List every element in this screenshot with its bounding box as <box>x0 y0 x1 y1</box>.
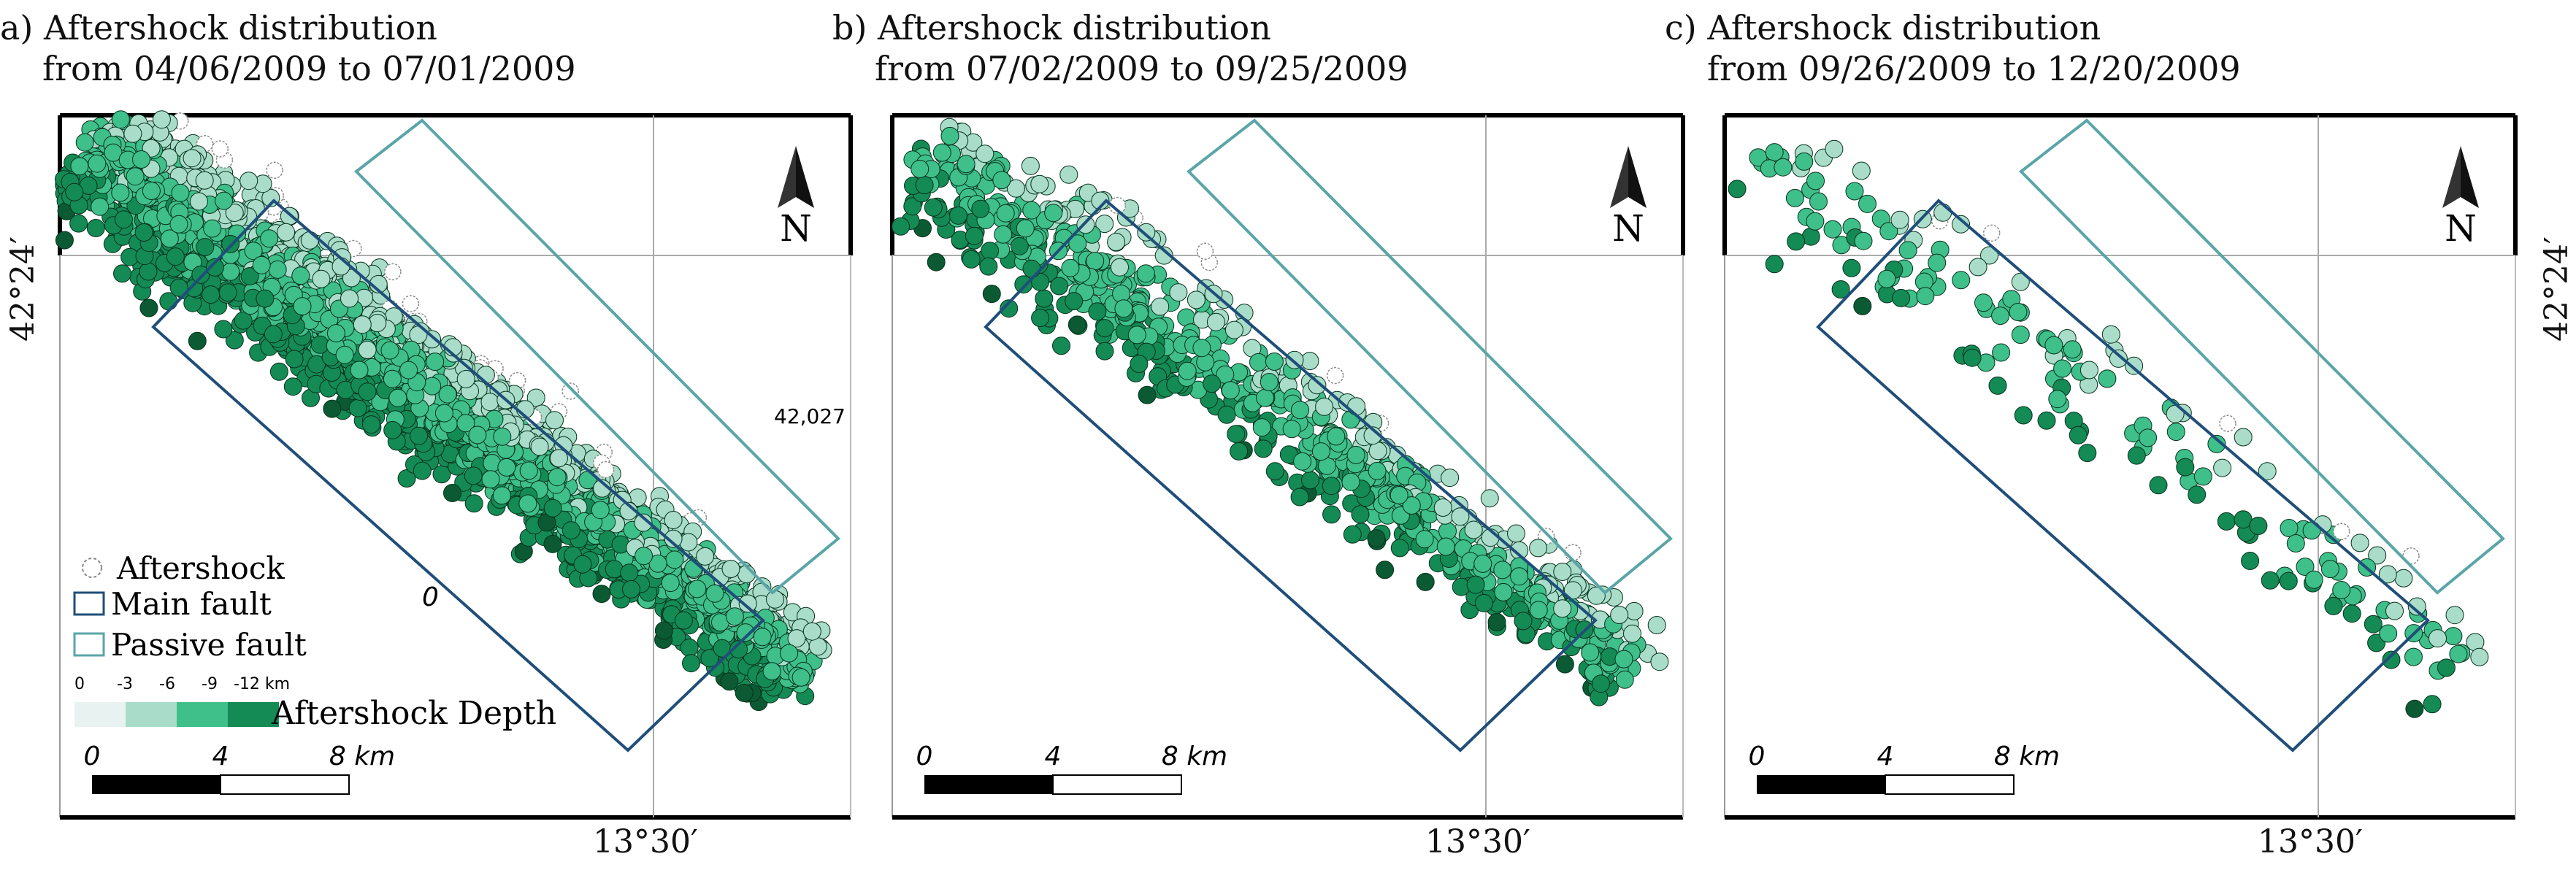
title-line-1: b) Aftershock distribution <box>832 8 1271 47</box>
depth-tick-3: -3 <box>117 675 133 693</box>
aftershock-legend-icon <box>82 558 102 578</box>
passive-fault-outline <box>353 118 840 595</box>
passive-fault-legend-icon <box>73 632 105 657</box>
latitude-label: 42°24′ <box>4 236 42 342</box>
scale-tick-4: 4 <box>1877 742 1894 771</box>
main-fault-legend-icon <box>73 591 105 616</box>
passive-fault-outline <box>2018 118 2505 595</box>
aftershock-points-c <box>1728 139 2489 718</box>
depth-swatch-3 <box>126 702 177 727</box>
depth-tick-6: -6 <box>159 675 175 693</box>
north-label: N <box>780 207 812 250</box>
depth-swatch-6 <box>177 702 228 727</box>
scale-bar: 0 4 8 km <box>1749 742 2060 795</box>
longitude-label: 13°30′ <box>2258 823 2363 860</box>
legend-main-fault: Main fault <box>111 586 272 622</box>
scale-tick-8: 8 km <box>1162 742 1227 771</box>
scale-tick-8: 8 km <box>1994 742 2060 771</box>
point-label: 42,027 <box>774 404 846 428</box>
map-panel-b: N 0 4 8 km b) Aftershock distribution fr… <box>832 0 1685 878</box>
aftershock-points-a <box>55 110 832 712</box>
aftershock-points-b <box>892 118 1669 706</box>
north-arrow-icon: N <box>1610 146 1647 250</box>
map-panel-a: N 0 4 8 km 42,027 0 Aftershock Main faul… <box>0 0 853 878</box>
legend: Aftershock Main fault Passive fault 0 -3… <box>73 550 556 732</box>
depth-tick-0: 0 <box>74 675 85 693</box>
longitude-label: 13°30′ <box>593 823 698 860</box>
scale-tick-4: 4 <box>1045 742 1062 771</box>
title-line-2: from 07/02/2009 to 09/25/2009 <box>875 49 1408 88</box>
panel-title-c: c) Aftershock distribution from 09/26/20… <box>1665 7 2241 89</box>
title-line-2: from 04/06/2009 to 07/01/2009 <box>42 49 576 88</box>
scale-tick-8: 8 km <box>329 742 395 771</box>
scale-tick-0: 0 <box>1749 742 1766 771</box>
scale-bar: 0 4 8 km <box>84 742 395 795</box>
fault-outlines-b <box>984 118 1673 752</box>
scale-tick-0: 0 <box>916 742 933 771</box>
latitude-label: 42°24′ <box>2538 236 2575 342</box>
north-arrow-icon: N <box>2442 146 2479 250</box>
depth-tick-9: -9 <box>202 675 218 693</box>
panel-title-a: a) Aftershock distribution from 04/06/20… <box>0 7 576 89</box>
longitude-label: 13°30′ <box>1425 823 1530 860</box>
depth-title: Aftershock Depth <box>271 695 556 732</box>
north-arrow-icon: N <box>778 146 814 250</box>
map-frame-b <box>890 113 1685 820</box>
north-label: N <box>1612 207 1644 250</box>
depth-swatch-9 <box>228 702 279 727</box>
panel-title-b: b) Aftershock distribution from 07/02/20… <box>832 7 1408 89</box>
main-fault-outline <box>151 199 765 752</box>
map-panel-c: N 0 4 8 km c) Aftershock distribution fr… <box>1665 0 2575 878</box>
map-canvas-a: N 0 4 8 km 42,027 0 Aftershock Main faul… <box>55 110 853 820</box>
scale-bar: 0 4 8 km <box>916 742 1227 795</box>
north-label: N <box>2445 207 2477 250</box>
title-line-1: a) Aftershock distribution <box>0 8 437 47</box>
scale-tick-4: 4 <box>212 742 229 771</box>
map-canvas-c: N 0 4 8 km <box>1722 113 2518 820</box>
title-line-1: c) Aftershock distribution <box>1665 8 2101 47</box>
main-fault-outline <box>1816 199 2430 752</box>
title-line-2: from 09/26/2009 to 12/20/2009 <box>1707 49 2241 88</box>
legend-passive-fault: Passive fault <box>111 627 307 663</box>
map-canvas-b: N 0 4 8 km <box>890 113 1685 820</box>
depth-swatch-0 <box>74 702 126 727</box>
fault-outlines-c <box>1816 118 2505 752</box>
zero-label: 0 <box>422 582 439 612</box>
main-fault-outline <box>984 199 1598 752</box>
legend-aftershock: Aftershock <box>116 550 285 586</box>
scale-tick-0: 0 <box>84 742 101 771</box>
fault-outlines-a <box>151 118 840 752</box>
map-frame-c <box>1722 113 2518 820</box>
passive-fault-outline <box>1186 118 1673 595</box>
depth-tick-12: -12 km <box>234 675 290 693</box>
